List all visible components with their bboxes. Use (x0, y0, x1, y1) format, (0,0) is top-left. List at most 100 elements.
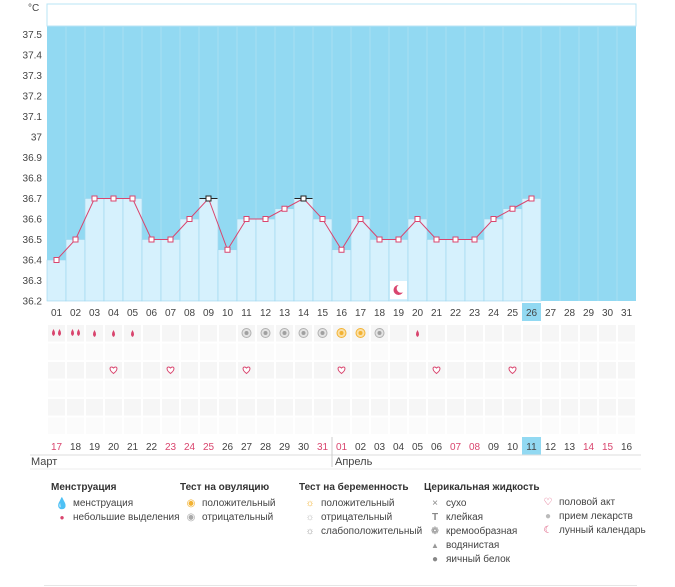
legend-item-spotting: небольшие выделения (73, 512, 180, 523)
pill-icon: ● (544, 511, 552, 522)
grid-cell (67, 325, 84, 342)
grid-cell (599, 325, 616, 342)
grid-cell (200, 362, 217, 379)
ovulation-negative-icon: ◉ (186, 512, 196, 523)
y-tick-label: 36.3 (23, 276, 43, 287)
date-label: 01 (336, 442, 348, 453)
grid-cell (599, 399, 616, 416)
grid-cell (618, 399, 635, 416)
grid-cell (314, 380, 331, 397)
date-label: 17 (51, 442, 63, 453)
temperature-bars (46, 198, 542, 302)
grid-cell (276, 399, 293, 416)
cycle-day-label: 08 (184, 308, 196, 319)
cycle-day-label: 03 (89, 308, 101, 319)
grid-cell (181, 399, 198, 416)
grid-cell (466, 380, 483, 397)
x-axis-cycle-days: 01 02 03 04 05 06 07 08 09 10 11 12 13 14 15 16 17 18 19 20… (51, 303, 633, 321)
grid-cell (276, 417, 293, 434)
grid-cell (200, 343, 217, 360)
grid-cell (523, 417, 540, 434)
temperature-bar (407, 218, 428, 302)
grid-cell (618, 362, 635, 379)
grid-cell (409, 417, 426, 434)
moon-icon: ☾ (543, 525, 553, 536)
grid-cell (409, 362, 426, 379)
grid-cell (409, 399, 426, 416)
cycle-day-label: 10 (222, 308, 234, 319)
cycle-day-label: 01 (51, 308, 63, 319)
date-label: 07 (450, 442, 462, 453)
temperature-bar (502, 208, 523, 302)
y-tick-label: 36.8 (23, 174, 43, 185)
temperature-point (110, 195, 117, 202)
ovulation-icon-center (301, 331, 306, 335)
temperature-bar (274, 208, 295, 302)
grid-cell (504, 325, 521, 342)
grid-cell (561, 399, 578, 416)
grid-cell (181, 325, 198, 342)
grid-cell (219, 399, 236, 416)
grid-cell (371, 417, 388, 434)
cycle-day-label: 14 (298, 308, 310, 319)
grid-cell (238, 343, 255, 360)
date-label: 21 (127, 442, 139, 453)
grid-cell (390, 380, 407, 397)
temperature-bar (426, 239, 447, 302)
menstruation-light-icon (416, 330, 419, 337)
temperature-point (433, 236, 440, 243)
date-label: 14 (583, 442, 595, 453)
menstruation-heavy-icon (71, 329, 80, 336)
grid-cell (561, 362, 578, 379)
grid-cell (143, 399, 160, 416)
cycle-day-label: 21 (431, 308, 443, 319)
date-label: 23 (165, 442, 177, 453)
date-row: 17 18 19 20 21 22 23 24 25 26 27 28 29 30 31 01 02 03 04 05… (30, 437, 641, 470)
grid-cell (352, 362, 369, 379)
temperature-bar (464, 239, 485, 302)
temperature-point (53, 257, 60, 263)
grid-cell (105, 399, 122, 416)
date-label: 26 (222, 442, 234, 453)
current-day-highlight (522, 303, 541, 321)
legend-item-creamy: кремообразная (446, 526, 518, 537)
grid-cell (162, 380, 179, 397)
grid-cell (124, 343, 141, 360)
grid-cell (48, 380, 65, 397)
cycle-day-label: 22 (450, 308, 462, 319)
grid-cell (238, 380, 255, 397)
grid-cell (447, 325, 464, 342)
temperature-bar (293, 198, 314, 302)
grid-cell (485, 380, 502, 397)
current-date-highlight (522, 437, 541, 455)
grid-cell (542, 325, 559, 342)
grid-cell (390, 417, 407, 434)
grid-cell (371, 399, 388, 416)
grid-cell (314, 362, 331, 379)
grid-cell (485, 417, 502, 434)
grid-cell (124, 362, 141, 379)
grid-cell (105, 417, 122, 434)
cycle-day-label: 17 (355, 308, 367, 319)
grid-cell (276, 343, 293, 360)
heart-icon (337, 366, 346, 375)
grid-cell (257, 343, 274, 360)
grid-cell (314, 417, 331, 434)
legend-title-pregnancy: Тест на беременность (299, 482, 409, 493)
grid-cell (466, 399, 483, 416)
date-label: 06 (431, 442, 443, 453)
grid-cell (390, 325, 407, 342)
cycle-day-label: 05 (127, 308, 139, 319)
temperature-bar (331, 249, 352, 302)
grid-cell (371, 380, 388, 397)
temperature-point (319, 216, 326, 222)
temperature-points (53, 195, 535, 263)
temperature-bar (312, 218, 333, 302)
legend-item-ovulation-positive: положительный (202, 498, 276, 509)
cycle-day-label: 31 (621, 308, 633, 319)
cycle-day-label: 04 (108, 308, 120, 319)
grid-cell (618, 417, 635, 434)
bbt-chart: 37.5 37.4 37.3 37.2 37.1 37 36.9 36.8 36.7 36.6 36… (23, 3, 641, 470)
cycle-day-label: 30 (602, 308, 614, 319)
grid-cell (257, 417, 274, 434)
